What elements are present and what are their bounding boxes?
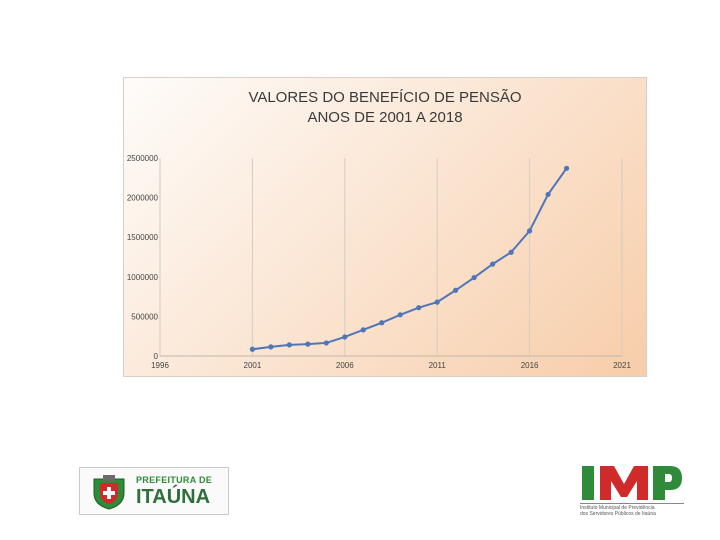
x-tick-label: 2016 <box>521 361 539 370</box>
data-point <box>527 228 533 234</box>
city-crest-icon <box>93 475 125 510</box>
data-point <box>563 165 570 171</box>
logo-tagline: PREFEITURA DE <box>136 475 213 485</box>
y-tick-label: 2500000 <box>127 154 159 163</box>
grid-lines <box>159 158 623 357</box>
imp-subtitle-line-2: dos Servidores Públicos de Itaúna <box>580 511 656 517</box>
data-point <box>416 305 422 311</box>
plot-area: 1996 2001 2006 2011 2016 2021 0 500000 1000000 15… <box>127 154 632 370</box>
imp-subtitle-line-1: Instituto Municipal de Previdência <box>580 505 655 511</box>
data-point <box>490 261 496 267</box>
data-point <box>268 344 274 350</box>
x-tick-label: 2001 <box>244 361 262 370</box>
data-point <box>379 320 385 326</box>
data-point <box>434 299 440 305</box>
imp-subtitle: Instituto Municipal de Previdência dos S… <box>580 503 684 517</box>
y-tick-label: 1000000 <box>127 273 159 282</box>
data-points <box>249 165 570 352</box>
data-point <box>249 346 255 352</box>
data-point <box>360 327 366 333</box>
y-tick-label: 1500000 <box>127 233 159 242</box>
series-line <box>252 167 568 351</box>
imp-wordmark-icon <box>582 466 682 500</box>
data-point <box>305 341 311 347</box>
x-tick-label: 2011 <box>429 361 447 370</box>
x-tick-label: 2006 <box>336 361 354 370</box>
data-point <box>471 274 477 281</box>
chart-title-line-2: ANOS DE 2001 A 2018 <box>307 109 463 126</box>
chart-panel: VALORES DO BENEFÍCIO DE PENSÃO ANOS DE 2… <box>123 77 647 377</box>
data-point <box>323 340 329 346</box>
imp-logo: Instituto Municipal de Previdência dos S… <box>576 464 686 520</box>
tick-labels: 1996 2001 2006 2011 2016 2021 0 500000 1000000 15… <box>127 154 632 370</box>
x-tick-label: 1996 <box>151 361 169 370</box>
logo-city-name: ITAÚNA <box>136 486 211 508</box>
y-tick-label: 2000000 <box>127 194 159 203</box>
data-point <box>453 287 459 293</box>
data-point <box>342 334 348 340</box>
chart-title: VALORES DO BENEFÍCIO DE PENSÃO ANOS DE 2… <box>124 88 646 128</box>
y-tick-label: 500000 <box>131 312 158 321</box>
data-point <box>508 249 514 255</box>
data-point <box>545 191 551 198</box>
prefeitura-itauna-logo: PREFEITURA DE ITAÚNA <box>79 467 229 515</box>
chart-title-line-1: VALORES DO BENEFÍCIO DE PENSÃO <box>248 89 522 106</box>
y-tick-label: 0 <box>154 352 159 361</box>
data-point <box>397 312 403 318</box>
data-point <box>286 342 292 348</box>
x-tick-label: 2021 <box>613 361 631 370</box>
